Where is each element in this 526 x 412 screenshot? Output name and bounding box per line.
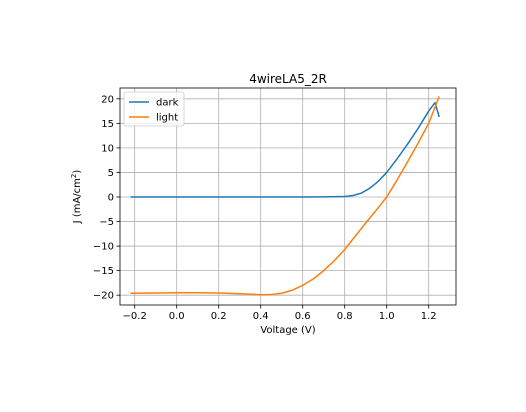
y-tick-label: −15 bbox=[93, 266, 114, 277]
legend-label-light: light bbox=[156, 113, 178, 124]
series-line-light bbox=[130, 96, 440, 296]
y-tick-label: −20 bbox=[93, 291, 114, 302]
y-tick-label: −10 bbox=[93, 242, 114, 253]
x-tick-label: 0.6 bbox=[295, 311, 311, 322]
y-tick-label: 15 bbox=[101, 119, 114, 130]
x-tick-label: 1.2 bbox=[421, 311, 437, 322]
x-axis-label: Voltage (V) bbox=[260, 325, 315, 336]
y-tick-label: 5 bbox=[108, 168, 114, 179]
legend-label-dark: dark bbox=[156, 98, 179, 109]
x-tick-label: 0.4 bbox=[253, 311, 269, 322]
y-axis-label-main: J (mA/cm bbox=[72, 178, 83, 224]
x-tick-label: 0.2 bbox=[211, 311, 227, 322]
y-tick-label: −5 bbox=[99, 217, 114, 228]
y-axis-label-tail: ) bbox=[72, 170, 83, 174]
series-line-dark bbox=[130, 101, 440, 198]
y-axis-label: J (mA/cm2) bbox=[70, 170, 83, 225]
y-tick-label: 20 bbox=[101, 94, 114, 105]
plot-frame bbox=[119, 87, 457, 306]
y-tick-label: 10 bbox=[101, 143, 114, 154]
x-tick-label: 0.0 bbox=[169, 311, 185, 322]
ticks: −0.2 0.0 0.2 0.4 0.6 0.8 1.0 1.2 −20 −15 −10 −5 0 5 10… bbox=[93, 94, 437, 322]
series-lines bbox=[130, 96, 440, 296]
x-tick-label: 0.8 bbox=[337, 311, 353, 322]
chart-title: 4wireLA5_2R bbox=[249, 72, 327, 86]
x-tick-label: −0.2 bbox=[123, 311, 147, 322]
y-axis-label-sup: 2 bbox=[70, 174, 78, 178]
legend: dark light bbox=[123, 91, 185, 127]
y-tick-label: 0 bbox=[108, 192, 114, 203]
x-tick-label: 1.0 bbox=[379, 311, 395, 322]
